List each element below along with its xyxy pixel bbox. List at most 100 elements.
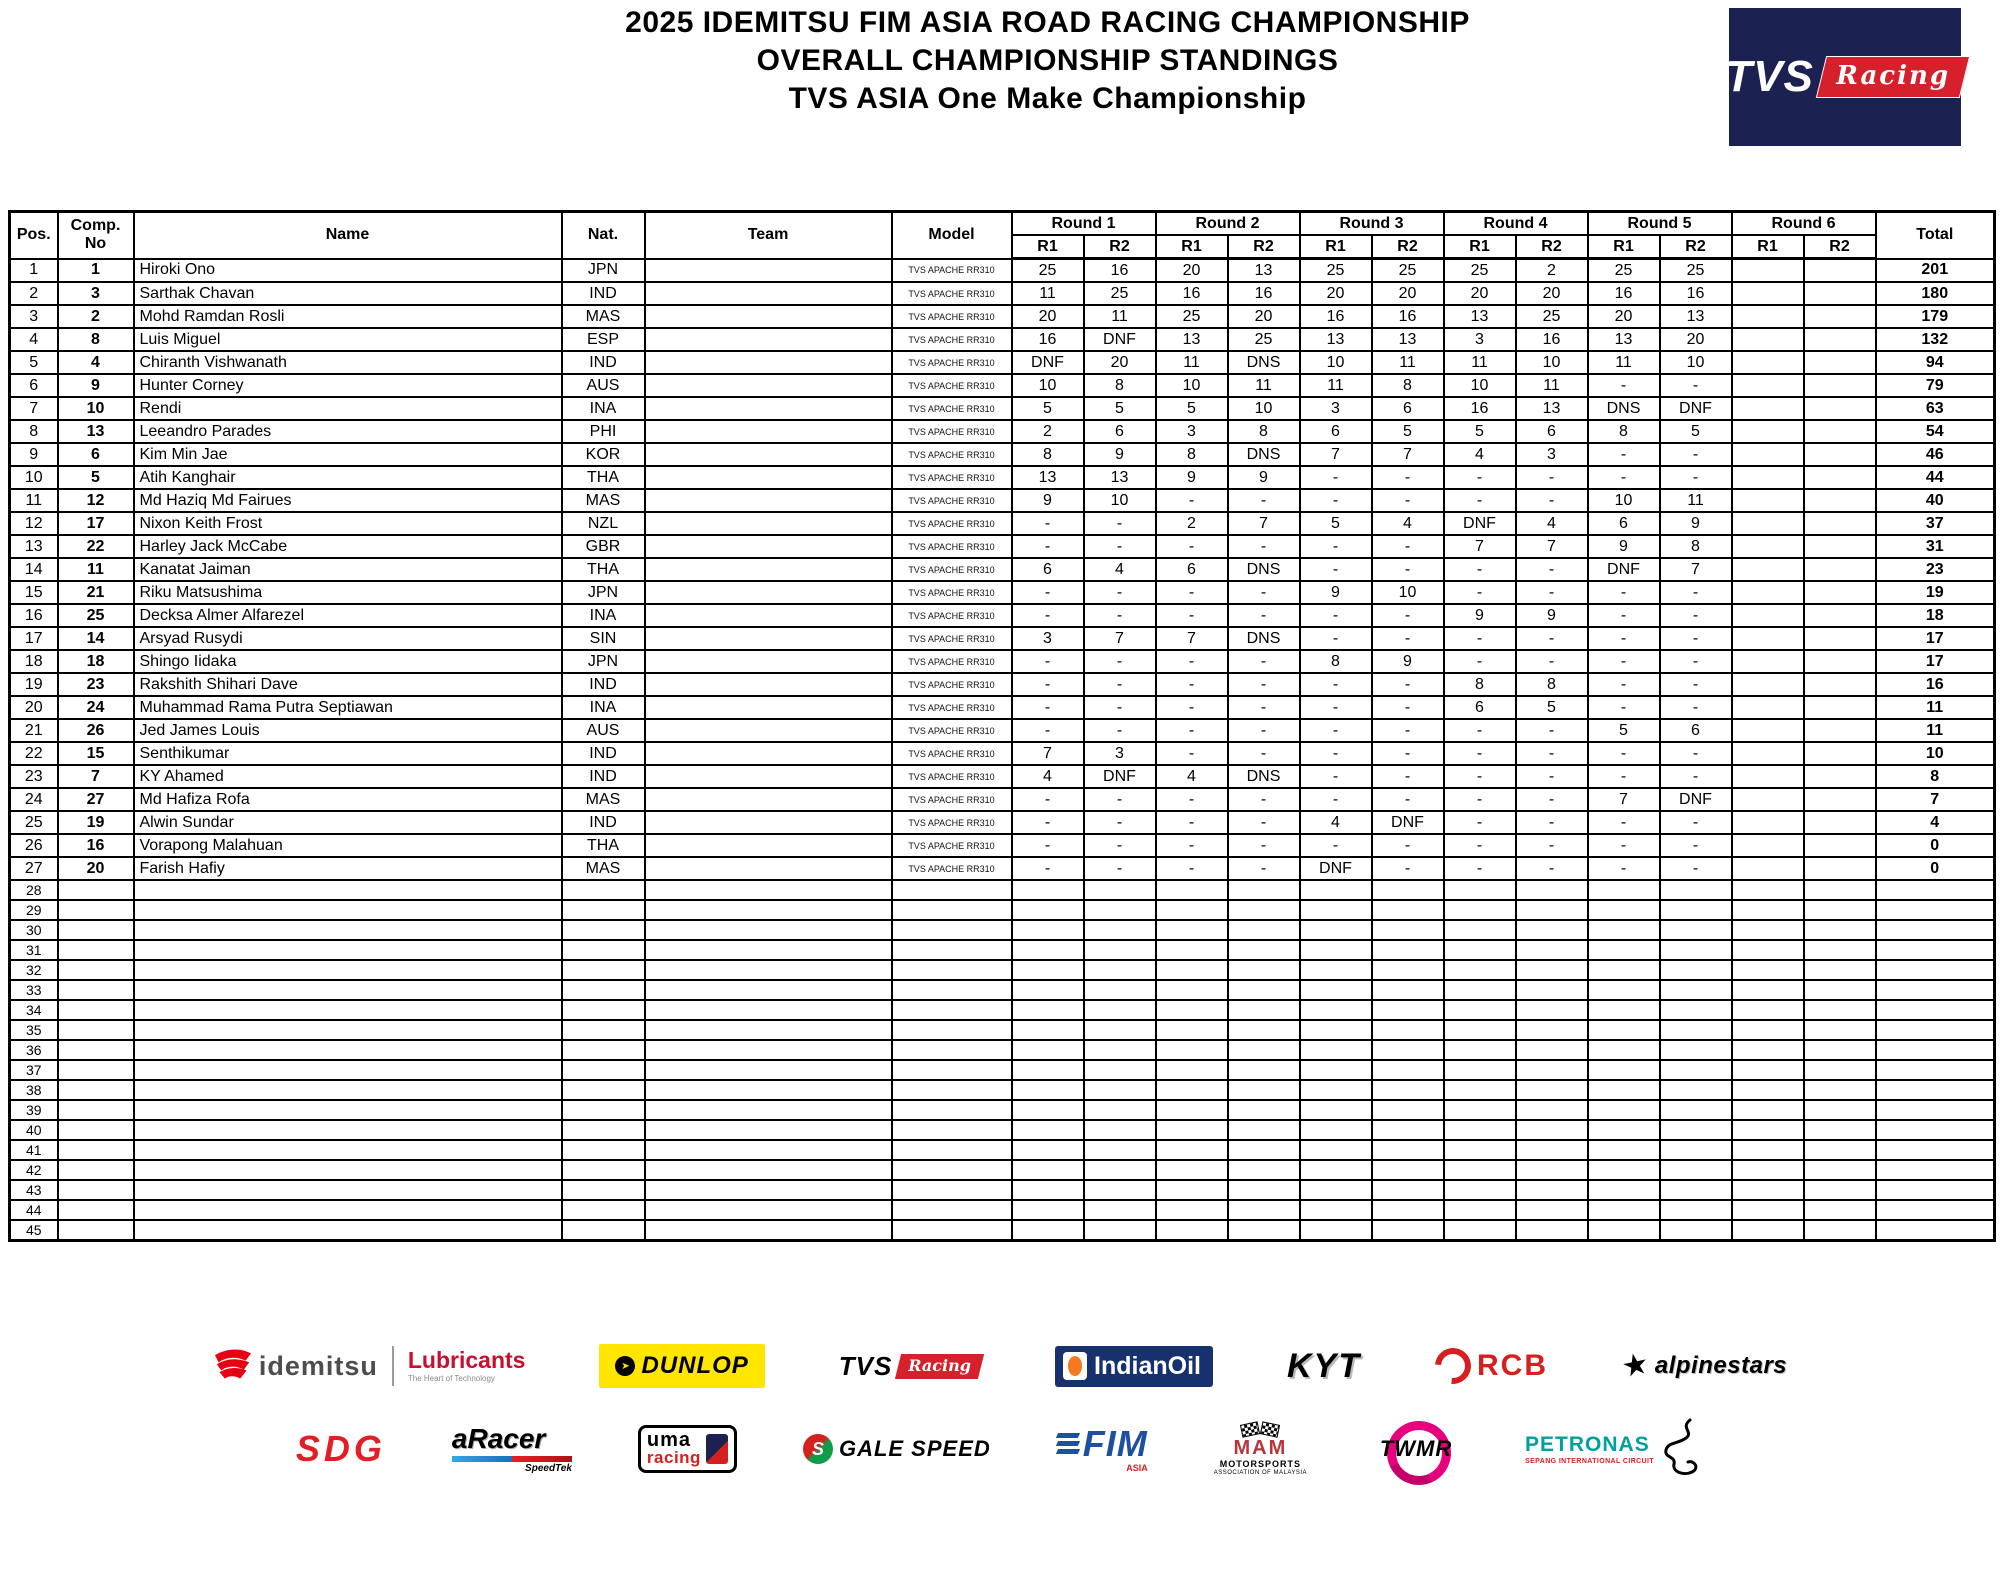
result-cell (1730, 899, 1805, 921)
result-cell (1082, 1039, 1157, 1061)
result-cell: - (1226, 672, 1301, 697)
result-cell: 11 (1514, 373, 1589, 398)
result-cell (1586, 1059, 1661, 1081)
result-cell (1514, 1159, 1589, 1181)
total-cell: 0 (1874, 856, 1996, 881)
result-cell: 6 (1370, 396, 1445, 421)
result-cell (1514, 1219, 1589, 1242)
result-cell (1730, 695, 1805, 720)
result-cell (1442, 1159, 1517, 1181)
result-cell: 3 (1298, 396, 1373, 421)
result-cell (1802, 257, 1877, 283)
comp-no-cell: 16 (56, 833, 135, 858)
result-cell: 9 (1586, 534, 1661, 559)
result-cell: 9 (1514, 603, 1589, 628)
rider-name-cell: Hiroki Ono (132, 257, 563, 283)
result-cell (1298, 1039, 1373, 1061)
result-cell (1802, 741, 1877, 766)
pos-cell: 41 (8, 1139, 59, 1161)
model-cell (890, 1099, 1013, 1121)
result-cell: - (1226, 580, 1301, 605)
result-cell (1082, 999, 1157, 1021)
result-cell (1226, 959, 1301, 981)
result-cell (1730, 1199, 1805, 1221)
comp-no-cell: 10 (56, 396, 135, 421)
result-cell (1442, 939, 1517, 961)
team-cell (643, 1059, 893, 1081)
total-cell: 201 (1874, 257, 1996, 283)
total-cell: 54 (1874, 419, 1996, 444)
pos-cell: 36 (8, 1039, 59, 1061)
result-cell: - (1586, 465, 1661, 490)
result-cell (1154, 1219, 1229, 1242)
result-cell: 7 (1010, 741, 1085, 766)
result-cell (1802, 810, 1877, 835)
result-cell (1082, 959, 1157, 981)
pos-cell: 40 (8, 1119, 59, 1141)
result-cell: - (1082, 672, 1157, 697)
nat-cell: AUS (560, 373, 646, 398)
result-cell (1154, 1059, 1229, 1081)
galespeed-logo: S GALE SPEED (802, 1434, 991, 1464)
result-cell (1442, 919, 1517, 941)
result-cell (1010, 1219, 1085, 1242)
empty-row: 42 (8, 1159, 1996, 1181)
pos-cell: 15 (8, 580, 59, 605)
rider-name-cell: Arsyad Rusydi (132, 626, 563, 651)
result-cell: 20 (1298, 281, 1373, 306)
page-title: 2025 IDEMITSU FIM ASIA ROAD RACING CHAMP… (0, 0, 2000, 118)
result-cell (1370, 899, 1445, 921)
result-cell (1226, 1199, 1301, 1221)
result-cell: - (1370, 787, 1445, 812)
total-cell: 17 (1874, 649, 1996, 674)
rider-name-cell: Muhammad Rama Putra Septiawan (132, 695, 563, 720)
model-cell (890, 979, 1013, 1001)
result-cell: - (1442, 787, 1517, 812)
result-cell (1802, 764, 1877, 789)
result-cell: 6 (1298, 419, 1373, 444)
result-cell (1370, 1139, 1445, 1161)
comp-no-cell (56, 1179, 135, 1201)
rider-row: 16 25 Decksa Almer Alfarezel INA TVS APACHE … (8, 603, 1996, 628)
team-cell (643, 1079, 893, 1101)
result-cell: - (1514, 810, 1589, 835)
result-cell: 16 (1010, 327, 1085, 352)
rider-row: 13 22 Harley Jack McCabe GBR TVS APACHE RR31… (8, 534, 1996, 559)
result-cell (1154, 1079, 1229, 1101)
rider-row: 6 9 Hunter Corney AUS TVS APACHE RR310 10 8 10 1… (8, 373, 1996, 398)
result-cell (1730, 534, 1805, 559)
total-cell (1874, 939, 1996, 961)
result-cell: - (1226, 695, 1301, 720)
rider-name-cell (132, 1019, 563, 1041)
nat-cell: AUS (560, 718, 646, 743)
result-cell: DNS (1226, 442, 1301, 467)
nat-cell (560, 1059, 646, 1081)
tvs-racing-logo: TVS Racing (1725, 8, 1970, 146)
result-cell (1298, 1079, 1373, 1101)
comp-no-cell: 25 (56, 603, 135, 628)
pos-cell: 35 (8, 1019, 59, 1041)
result-cell: 10 (1226, 396, 1301, 421)
result-cell (1802, 327, 1877, 352)
team-cell (643, 787, 893, 812)
result-cell: - (1154, 833, 1229, 858)
comp-no-cell (56, 1159, 135, 1181)
total-cell: 18 (1874, 603, 1996, 628)
pos-cell: 10 (8, 465, 59, 490)
result-cell (1730, 1179, 1805, 1201)
nat-cell (560, 1179, 646, 1201)
result-cell (1226, 919, 1301, 941)
result-cell (1802, 465, 1877, 490)
total-cell: 132 (1874, 327, 1996, 352)
result-cell (1442, 1179, 1517, 1201)
result-cell: - (1442, 465, 1517, 490)
result-cell (1730, 281, 1805, 306)
model-cell (890, 1079, 1013, 1101)
result-cell: - (1514, 649, 1589, 674)
nat-cell: INA (560, 695, 646, 720)
team-cell (643, 879, 893, 901)
result-cell: DNS (1226, 626, 1301, 651)
total-cell: 37 (1874, 511, 1996, 536)
aracer-speedtek-text: SpeedTek (525, 1462, 572, 1474)
rider-name-cell (132, 919, 563, 941)
